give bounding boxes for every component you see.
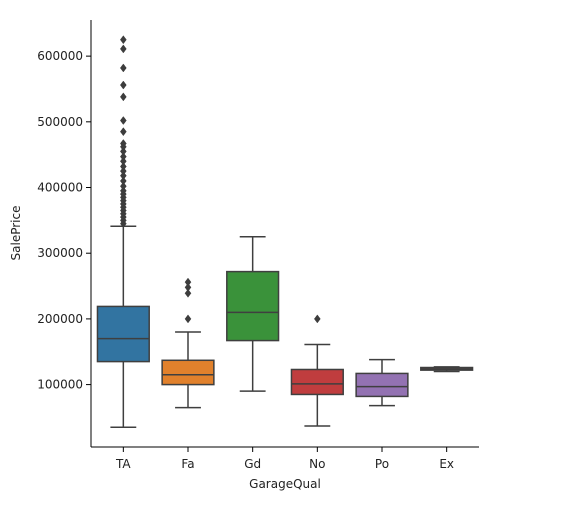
outlier-point	[184, 288, 192, 298]
y-axis-ticks: 100000 200000 300000 400000 500000 600000	[37, 49, 91, 392]
outlier-point	[120, 80, 127, 90]
box-body	[355, 372, 409, 398]
outlier-point	[120, 127, 127, 137]
outlier-point	[120, 166, 127, 176]
outlier-point	[120, 162, 127, 171]
plot-area	[96, 35, 474, 429]
box-group-po	[355, 358, 409, 407]
outlier-point	[314, 314, 321, 324]
x-tick-label: Gd	[244, 457, 261, 471]
box-group-fa	[161, 277, 215, 409]
box-body	[96, 305, 150, 363]
box-group-gd	[226, 236, 280, 392]
outlier-point	[120, 146, 127, 156]
outlier-point	[120, 152, 127, 162]
box-body	[226, 270, 280, 342]
outlier-point	[120, 92, 127, 102]
box-group-ta	[96, 35, 150, 429]
x-tick-label: TA	[115, 457, 131, 471]
y-tick-label: 400000	[37, 181, 83, 195]
outlier-point	[120, 44, 127, 54]
outlier-point	[184, 282, 192, 292]
box-body	[290, 368, 344, 396]
y-tick-label: 100000	[37, 378, 83, 392]
x-tick-label: Fa	[181, 457, 194, 471]
box-group-no	[290, 314, 344, 427]
outlier-point	[120, 35, 127, 45]
y-axis-label: SalePrice	[9, 206, 23, 261]
outlier-point	[120, 171, 127, 181]
outlier-point	[120, 181, 127, 191]
outlier-point	[120, 63, 127, 73]
outlier-point	[120, 176, 127, 186]
y-tick-label: 200000	[37, 312, 83, 326]
outlier-point	[120, 139, 127, 148]
box-body	[161, 359, 215, 386]
y-tick-label: 300000	[37, 246, 83, 260]
x-tick-label: No	[309, 457, 325, 471]
outlier-point	[184, 314, 192, 324]
outlier-point	[120, 156, 127, 166]
x-axis-ticks: TA Fa Gd No Po Ex	[115, 447, 454, 471]
y-tick-label: 500000	[37, 115, 83, 129]
box-group-ex	[420, 366, 474, 373]
y-tick-label: 600000	[37, 49, 83, 63]
outlier-point	[120, 186, 127, 196]
x-tick-label: Ex	[439, 457, 454, 471]
outlier-point	[120, 116, 127, 125]
outlier-point	[184, 277, 192, 287]
x-axis-label: GarageQual	[249, 477, 321, 491]
x-tick-label: Po	[375, 457, 389, 471]
